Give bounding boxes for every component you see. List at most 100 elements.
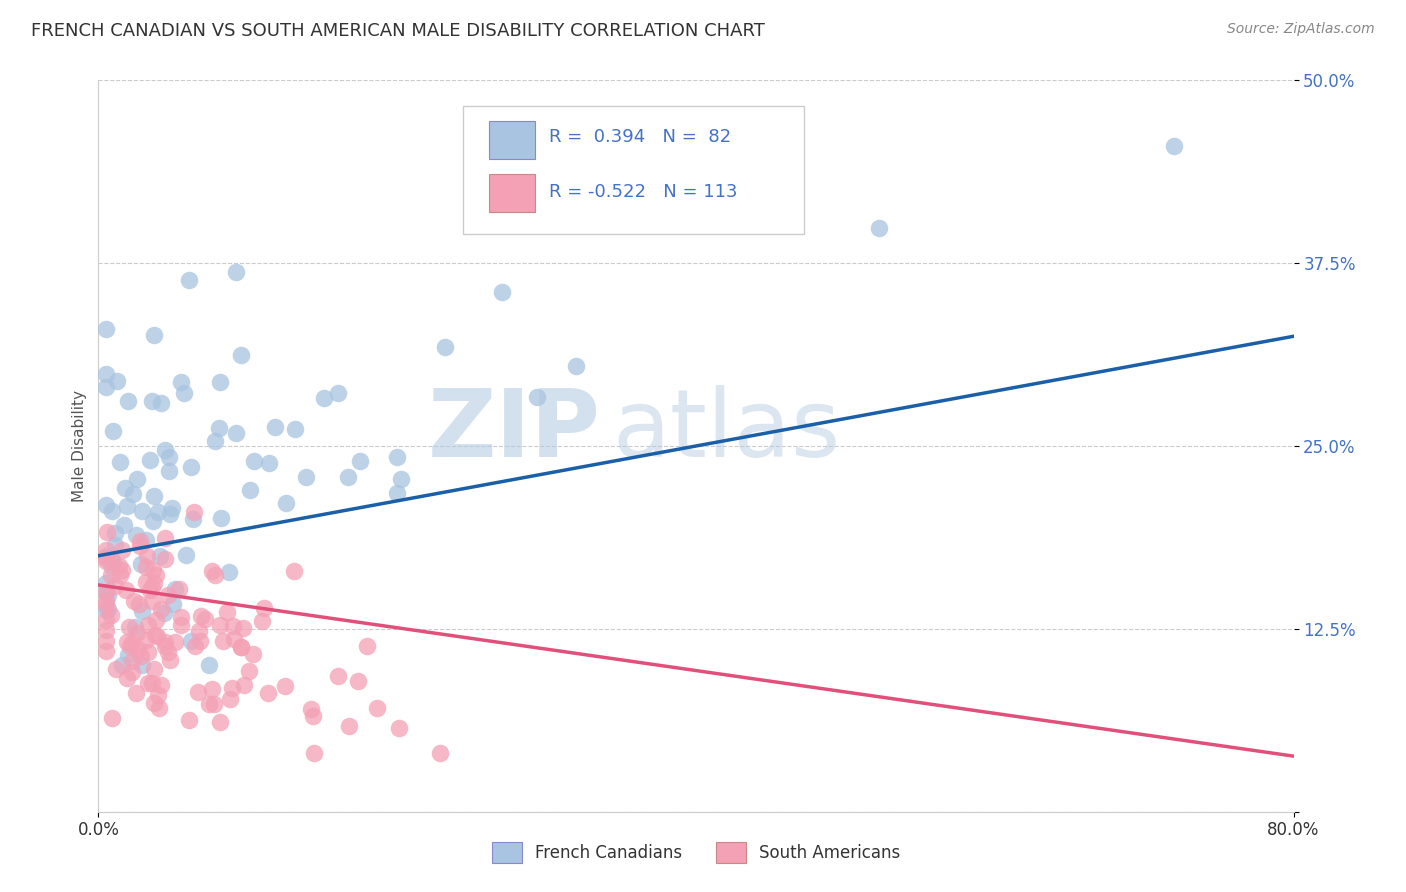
Point: [101, 559, 124, 574]
Point: [231, 640, 253, 654]
Point: [111, 658, 134, 673]
Point: [336, 470, 359, 484]
Point: [328, 669, 350, 683]
Point: [242, 647, 264, 661]
Point: [356, 640, 378, 654]
Point: [157, 464, 180, 478]
Point: [146, 505, 169, 519]
Point: [104, 538, 127, 552]
Point: [153, 640, 176, 654]
Point: [159, 508, 181, 522]
Point: [201, 682, 224, 697]
Point: [156, 645, 179, 659]
Point: [250, 614, 273, 628]
Point: [160, 500, 183, 515]
Point: [224, 632, 246, 646]
Point: [180, 460, 202, 475]
Point: [135, 533, 157, 548]
Point: [257, 456, 280, 470]
Point: [218, 692, 240, 706]
Point: [111, 563, 134, 577]
Point: [115, 499, 138, 513]
Text: R =  0.394   N =  82: R = 0.394 N = 82: [548, 128, 731, 146]
Point: [121, 487, 143, 501]
Point: [184, 639, 207, 653]
Point: [139, 582, 162, 597]
Point: [180, 633, 202, 648]
Point: [135, 632, 157, 647]
Text: ZIP: ZIP: [427, 385, 600, 477]
Point: [198, 697, 221, 711]
Text: R = -0.522   N = 113: R = -0.522 N = 113: [548, 183, 738, 202]
Point: [142, 696, 165, 710]
Point: [238, 664, 260, 678]
Point: [94, 598, 117, 612]
Point: [94, 554, 117, 568]
Point: [165, 582, 187, 597]
Point: [101, 555, 124, 569]
Point: [163, 635, 186, 649]
Point: [114, 482, 136, 496]
Point: [274, 679, 297, 693]
Point: [108, 559, 131, 574]
Point: [157, 588, 180, 602]
Point: [104, 525, 127, 540]
Point: [149, 549, 172, 563]
Point: [149, 602, 172, 616]
Y-axis label: Male Disability: Male Disability: [72, 390, 87, 502]
Point: [125, 686, 148, 700]
Point: [125, 472, 148, 486]
Point: [347, 673, 370, 688]
Point: [97, 588, 120, 602]
Point: [188, 634, 211, 648]
Point: [94, 543, 117, 558]
Point: [131, 504, 153, 518]
Point: [112, 518, 135, 533]
Point: [94, 613, 117, 627]
Point: [115, 583, 138, 598]
Point: [314, 392, 336, 406]
Point: [105, 662, 128, 676]
Point: [526, 390, 548, 404]
Point: [94, 623, 117, 637]
Point: [136, 676, 159, 690]
Point: [94, 498, 117, 512]
Point: [101, 424, 124, 438]
Point: [233, 678, 256, 692]
Point: [110, 455, 132, 469]
Point: [131, 648, 153, 663]
Point: [145, 568, 167, 582]
Point: [174, 549, 197, 563]
Point: [143, 628, 166, 642]
Point: [136, 645, 159, 659]
Point: [229, 640, 252, 655]
Point: [222, 619, 245, 633]
Point: [100, 608, 122, 623]
Point: [201, 565, 224, 579]
Point: [142, 514, 165, 528]
Point: [117, 648, 139, 662]
Point: [218, 565, 240, 579]
Point: [94, 584, 117, 599]
Point: [121, 636, 143, 650]
Point: [186, 685, 208, 699]
Point: [143, 328, 166, 343]
Point: [283, 565, 305, 579]
Point: [177, 713, 200, 727]
Point: [243, 454, 266, 468]
Point: [198, 658, 221, 673]
Point: [117, 635, 139, 649]
Point: [141, 580, 163, 594]
FancyBboxPatch shape: [463, 106, 804, 234]
Point: [1163, 139, 1185, 153]
FancyBboxPatch shape: [489, 174, 534, 212]
Point: [111, 543, 134, 558]
Point: [129, 557, 152, 571]
Point: [149, 678, 172, 692]
Point: [565, 359, 588, 373]
Point: [141, 676, 163, 690]
Point: [128, 597, 150, 611]
Point: [136, 549, 159, 563]
Point: [208, 617, 231, 632]
Point: [139, 453, 162, 467]
